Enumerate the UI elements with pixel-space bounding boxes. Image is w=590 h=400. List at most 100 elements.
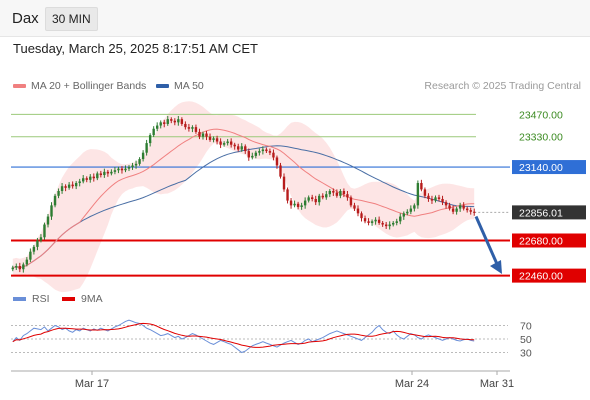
candle-body	[332, 191, 335, 193]
candle-body	[258, 151, 261, 153]
x-tick-label: Mar 17	[75, 378, 109, 390]
candle-body	[191, 127, 194, 129]
candle-body	[377, 219, 381, 223]
candle-body	[289, 200, 293, 206]
candle-body	[427, 195, 430, 199]
legend-ma50: MA 50	[156, 80, 204, 92]
candle-body	[303, 200, 307, 206]
candle-body	[138, 159, 141, 164]
candle-body	[237, 146, 240, 150]
chart-timestamp: Tuesday, March 25, 2025 8:17:51 AM CET	[13, 41, 258, 56]
candle-body	[353, 205, 356, 209]
legend-ma50-label: MA 50	[174, 80, 204, 92]
candle-body	[110, 171, 113, 174]
ma50-swatch	[156, 84, 169, 88]
candle-body	[226, 141, 229, 144]
candle-body	[416, 183, 420, 206]
level-label-box	[512, 233, 586, 248]
candle-body	[89, 176, 92, 180]
candle-body	[152, 128, 155, 136]
candle-body	[64, 186, 67, 188]
rsi-ma-legend-label: 9MA	[81, 293, 103, 305]
research-credit: Research © 2025 Trading Central	[424, 80, 581, 92]
candle-body	[92, 176, 95, 179]
candle-body	[131, 165, 134, 168]
candle-body	[11, 267, 14, 270]
candle-body	[307, 197, 310, 201]
candle-body	[318, 195, 321, 203]
candle-body	[462, 205, 465, 209]
candle-body	[205, 133, 208, 137]
level-label-box	[512, 268, 586, 283]
candle-body	[254, 152, 258, 156]
candle-body	[74, 183, 78, 187]
candle-body	[363, 218, 367, 222]
candle-body	[222, 143, 226, 145]
candle-body	[85, 178, 88, 180]
candle-body	[163, 122, 166, 124]
candle-body	[22, 264, 25, 270]
candle-body	[159, 122, 162, 126]
timeframe-button[interactable]: 30 MIN	[45, 7, 98, 31]
candle-body	[367, 221, 370, 223]
ma20-swatch	[13, 84, 26, 88]
candle-body	[36, 240, 39, 247]
candle-body	[212, 138, 215, 140]
candle-body	[201, 133, 205, 137]
candle-body	[473, 211, 476, 213]
x-tick-label: Mar 24	[395, 378, 429, 390]
candle-body	[275, 157, 279, 166]
candle-body	[458, 205, 462, 209]
candle-body	[296, 203, 300, 207]
legend-ma20: MA 20 + Bollinger Bands	[13, 80, 146, 92]
candle-body	[300, 205, 303, 207]
rsi-legend-swatch	[13, 297, 26, 301]
forecast-arrowhead	[490, 260, 502, 275]
candle-body	[215, 138, 219, 142]
bollinger-band-area	[12, 101, 475, 293]
candle-body	[444, 202, 448, 206]
candle-body	[392, 222, 395, 225]
candle-body	[233, 144, 236, 147]
candle-body	[106, 171, 110, 174]
ma50-line	[12, 145, 475, 269]
candle-body	[120, 168, 124, 171]
candle-body	[402, 213, 405, 217]
candle-body	[413, 205, 416, 209]
candle-body	[15, 266, 18, 268]
candle-body	[170, 119, 173, 121]
level-label: 23140.00	[519, 162, 563, 174]
candle-body	[113, 170, 117, 172]
candle-body	[29, 251, 32, 260]
candle-body	[381, 222, 384, 225]
candle-body	[293, 203, 296, 206]
candle-body	[388, 224, 391, 227]
candle-body	[194, 127, 198, 132]
candle-body	[208, 136, 212, 140]
candle-body	[78, 181, 81, 184]
candle-body	[124, 168, 127, 171]
rsi-tick-label: 70	[520, 321, 532, 333]
candle-body	[198, 131, 201, 137]
candle-body	[469, 210, 472, 212]
candle-body	[279, 165, 282, 177]
level-label: 23470.00	[519, 109, 563, 121]
candle-body	[328, 191, 332, 195]
candle-body	[43, 224, 46, 238]
candle-body	[399, 216, 402, 222]
candle-body	[448, 205, 451, 209]
candle-body	[441, 198, 444, 203]
candle-body	[25, 259, 29, 265]
candle-body	[244, 146, 247, 152]
level-label: 22460.00	[519, 271, 563, 283]
candle-body	[360, 213, 363, 219]
candle-body	[406, 211, 409, 214]
candle-body	[18, 266, 22, 270]
candle-body	[145, 143, 148, 153]
candle-body	[46, 216, 50, 225]
candle-body	[53, 195, 57, 206]
candle-body	[240, 146, 243, 150]
candle-body	[349, 197, 353, 206]
candle-body	[370, 221, 374, 223]
legend-ma20-label: MA 20 + Bollinger Bands	[31, 80, 147, 92]
